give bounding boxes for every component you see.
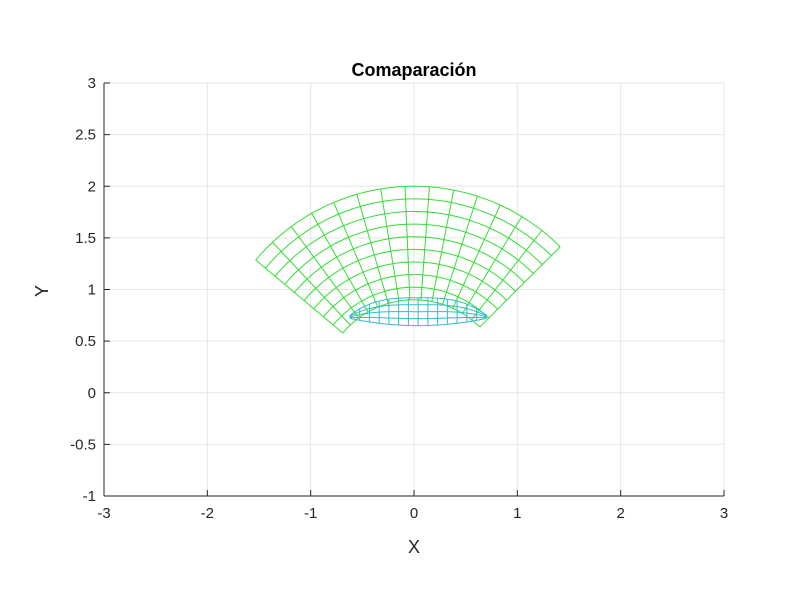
outer-mesh-arc-line (284, 223, 534, 285)
outer-mesh-arc-line (332, 286, 490, 326)
chart-title: Comaparación (351, 60, 476, 80)
outer-mesh-radial-line (333, 202, 379, 308)
outer-mesh (255, 185, 561, 334)
inner-mesh (349, 297, 487, 327)
x-tick-label: 2 (616, 505, 624, 522)
x-tick-label: 3 (720, 505, 728, 522)
x-axis-label: X (408, 537, 420, 557)
y-tick-label: -0.5 (70, 436, 96, 453)
outer-mesh-radial-line (442, 196, 478, 305)
inner-mesh-row-line (349, 304, 487, 317)
outer-mesh-arc-line (294, 236, 525, 293)
y-tick-label: 3 (88, 75, 96, 92)
tick-labels: -3 -2 -1 0 1 2 3 -1 -0.5 0 0.5 1 1.5 2 2.5 3 (70, 75, 728, 522)
inner-mesh-row-line (349, 317, 487, 327)
y-tick-label: 1.5 (75, 230, 96, 247)
outer-mesh-arc-line (323, 274, 498, 318)
outer-mesh-arc-line (264, 198, 552, 269)
outer-mesh-radial-line (420, 186, 430, 301)
inner-mesh-row-line (349, 316, 487, 320)
outer-mesh-radial-line (479, 246, 561, 328)
x-tick-label: 1 (513, 505, 521, 522)
outer-mesh-radial-line (356, 194, 389, 304)
outer-mesh-arc-line (342, 299, 481, 334)
y-axis-label: Y (32, 285, 52, 297)
outer-mesh-arc-line (313, 261, 507, 310)
outer-mesh-radial-line (272, 241, 351, 326)
outer-mesh-radial-line (462, 216, 523, 314)
inner-mesh-row-line (349, 297, 487, 316)
y-tick-label: 2 (88, 178, 96, 195)
y-tick-label: 0 (88, 385, 96, 402)
mesh-plot (255, 185, 561, 334)
y-tick-label: 2.5 (75, 127, 96, 144)
outer-mesh-radial-line (380, 188, 400, 302)
outer-mesh-radial-line (311, 213, 369, 313)
outer-mesh-arc-line (303, 248, 516, 301)
x-tick-label: -1 (304, 505, 317, 522)
x-tick-label: 0 (410, 505, 418, 522)
outer-mesh-radial-line (255, 259, 344, 334)
outer-mesh-radial-line (290, 226, 360, 319)
outer-mesh-arc-line (274, 210, 543, 277)
y-tick-label: 0.5 (75, 333, 96, 350)
outer-mesh-radial-line (431, 189, 455, 302)
outer-mesh-arc-line (255, 185, 561, 261)
x-tick-label: -3 (97, 505, 110, 522)
y-tick-label: -1 (83, 488, 96, 505)
x-tick-label: -2 (201, 505, 214, 522)
outer-mesh-radial-line (471, 230, 543, 321)
grid-lines (103, 82, 725, 497)
y-tick-label: 1 (88, 282, 96, 299)
axes (103, 82, 725, 497)
outer-mesh-radial-line (404, 186, 411, 300)
inner-mesh-row-line (349, 311, 487, 318)
outer-mesh-radial-line (452, 204, 501, 309)
